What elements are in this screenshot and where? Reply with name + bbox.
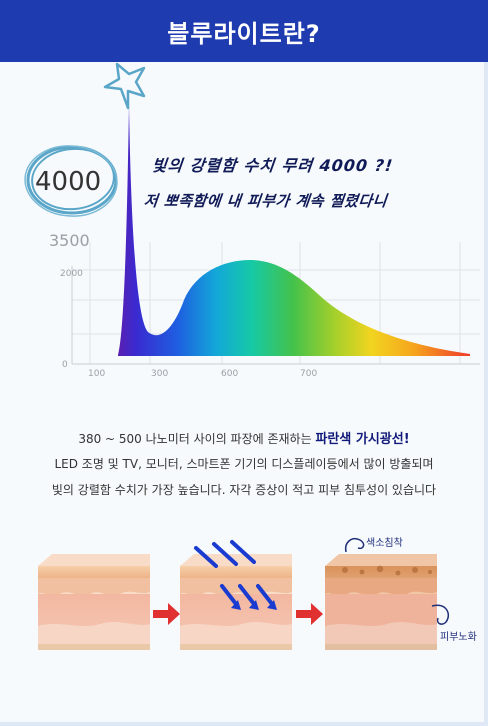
description-line-3: 빛의 강렬함 수치가 가장 높습니다. 자각 증상이 적고 피부 침투성이 있습… [51,483,437,497]
curly-arrow-icon [344,538,365,553]
label-aging: 피부노화 [440,631,477,643]
circled-value: 4000 [24,145,118,217]
y-tick-label: 3500 [49,231,90,250]
spectrum-chart: 3500 2000 0 100 300 600 700 4000 [24,62,480,379]
description-prefix: 380 ~ 500 나노미터 사이의 파장에 존재하는 [78,432,316,446]
star-icon [103,62,146,110]
peak-value-label: 4000 [35,167,101,197]
y-tick-label: 0 [62,360,68,370]
blue-light-arrows [194,540,274,606]
page-title: 블루라이트란? [167,19,321,48]
annotation-line-2: 저 뽀족함에 내 피부가 계속 찔렸다니 [143,192,389,210]
skin-block-damaged [325,554,437,650]
x-tick-label: 700 [300,369,317,379]
label-pigmentation: 색소침착 [366,537,403,549]
annotation-line-1: 빛의 강렬함 수치 무려 4000 ?! [150,156,395,175]
spectrum-area [118,104,470,356]
description-line-1: 380 ~ 500 나노미터 사이의 파장에 존재하는 파란색 가시광선! [0,428,488,447]
skin-block-normal [38,554,150,650]
skin-illustration: 색소침착 피부노화 [38,537,477,650]
x-tick-label: 300 [151,369,168,379]
arrowhead-icon [231,600,277,610]
x-tick-label: 100 [88,369,105,379]
arrow-right-icon [296,603,323,625]
description-line-2: LED 조명 및 TV, 모니터, 스마트폰 기기의 디스플레이등에서 많이 방… [54,457,434,471]
curly-arrow-icon [431,604,450,625]
content-frame [0,62,488,726]
y-tick-label: 2000 [60,269,83,279]
header-bar: 블루라이트란? [0,0,488,62]
x-tick-label: 600 [221,369,238,379]
arrow-right-icon [153,603,180,625]
description-highlight: 파란색 가시광선! [315,432,410,447]
